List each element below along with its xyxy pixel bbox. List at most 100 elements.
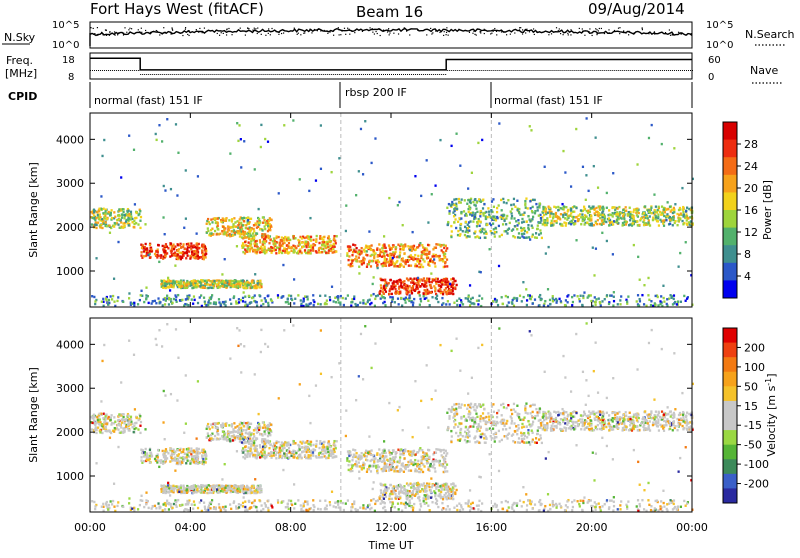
power-echo-cell [318, 247, 320, 249]
nave-dot [521, 70, 522, 71]
power-echo-cell [663, 215, 665, 217]
power-echo-cell [300, 299, 302, 301]
nave-dot [287, 74, 288, 75]
power-echo-cell [166, 252, 168, 254]
power-echo-cell [247, 219, 249, 221]
nave-dot [120, 70, 121, 71]
power-echo-cell [165, 299, 167, 301]
power-echo-cell [460, 301, 462, 303]
power-echo-cell [192, 287, 194, 289]
power-echo-cell [253, 228, 255, 230]
nave-dot [393, 74, 394, 75]
nave-dot [491, 70, 492, 71]
power-echo-cell [609, 222, 611, 224]
power-echo-cell [619, 303, 621, 305]
power-echo-cell [95, 217, 97, 219]
power-echo-cell [516, 224, 518, 226]
nave-dot [548, 70, 549, 71]
power-echo-cell [323, 236, 325, 238]
power-echo-cell [674, 220, 676, 222]
nave-dot [662, 70, 663, 71]
power-echo-cell [398, 303, 400, 305]
power-echo-cell [241, 217, 243, 219]
power-echo-cell [602, 207, 604, 209]
power-echo-cell [609, 213, 611, 215]
noise-search-dot [432, 32, 433, 33]
nave-dot [614, 70, 615, 71]
power-echo-cell [669, 219, 671, 221]
power-echo-cell [260, 246, 262, 248]
power-echo-cell [369, 260, 371, 262]
power-echo-cell [133, 226, 135, 228]
power-echo-cell [94, 223, 96, 225]
power-echo-cell [598, 212, 600, 214]
power-echo-cell [102, 298, 104, 300]
power-echo-cell [527, 215, 529, 217]
power-echo-cell [250, 228, 252, 230]
power-echo-cell [480, 201, 482, 203]
power-echo-cell [295, 247, 297, 249]
power-echo-cell [168, 298, 170, 300]
power-echo-cell [178, 280, 180, 282]
power-echo-cell [480, 231, 482, 233]
velocity-echo-cell [239, 440, 241, 442]
power-echo-cell [628, 224, 630, 226]
power-echo-cell [285, 301, 287, 303]
power-echo-cell [492, 223, 494, 225]
power-echo-cell [348, 264, 350, 266]
power-echo-cell [310, 236, 312, 238]
power-echo-cell [382, 296, 384, 298]
power-echo-cell [191, 253, 193, 255]
power-echo-cell [253, 237, 255, 239]
nave-dot [381, 74, 382, 75]
power-echo-cell [353, 295, 355, 297]
power-echo-cell [256, 226, 258, 228]
noise-search-dot [534, 34, 535, 35]
velocity-echo-cell [266, 425, 268, 427]
power-echo-cell [242, 300, 244, 302]
power-echo-cell [552, 213, 554, 215]
power-echo-cell [164, 189, 166, 191]
power-echo-cell [674, 203, 676, 205]
nave-dot [333, 74, 334, 75]
power-echo-cell [91, 217, 93, 219]
power-echo-cell [193, 250, 195, 252]
power-echo-cell [174, 251, 176, 253]
power-echo-cell [643, 284, 645, 286]
power-echo-cell [545, 252, 547, 254]
power-echo-cell [333, 235, 335, 237]
power-echo-cell [127, 218, 129, 220]
power-echo-cell [108, 211, 110, 213]
power-echo-cell [360, 252, 362, 254]
power-echo-cell [140, 254, 142, 256]
nave-dot [297, 74, 298, 75]
power-echo-cell [186, 251, 188, 253]
power-echo-cell [205, 304, 207, 306]
power-echo-cell [588, 295, 590, 297]
velocity-echo-cell [127, 423, 129, 425]
power-echo-cell [116, 300, 118, 302]
power-echo-cell [242, 242, 244, 244]
nave-dot [459, 70, 460, 71]
nave-dot [108, 70, 109, 71]
nave-dot [660, 70, 661, 71]
power-echo-cell [669, 294, 671, 296]
power-echo-cell [364, 250, 366, 252]
power-echo-cell [381, 256, 383, 258]
power-echo-cell [555, 301, 557, 303]
power-echo-cell [459, 304, 461, 306]
noise-search-dot [333, 35, 334, 36]
nave-dot [445, 74, 446, 75]
power-echo-cell [195, 257, 197, 259]
power-echo-cell [679, 252, 681, 254]
velocity-echo-cell [103, 421, 105, 423]
power-echo-cell [164, 282, 166, 284]
power-echo-cell [364, 120, 366, 122]
velocity-echo-cell [108, 429, 110, 431]
power-echo-cell [197, 255, 199, 257]
power-echo-cell [601, 216, 603, 218]
nave-dot [228, 74, 229, 75]
power-echo-cell [595, 207, 597, 209]
nave-dot [150, 74, 151, 75]
date-label: 09/Aug/2014 [588, 0, 685, 18]
